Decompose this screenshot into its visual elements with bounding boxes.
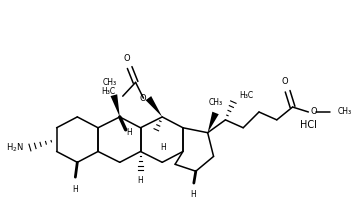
Text: O: O: [123, 54, 130, 63]
Text: H: H: [137, 176, 143, 185]
Text: H₃C: H₃C: [102, 87, 116, 96]
Text: H: H: [190, 190, 196, 199]
Polygon shape: [208, 112, 219, 133]
Text: CH₃: CH₃: [103, 78, 117, 87]
Text: H: H: [160, 143, 166, 152]
Text: CH₃: CH₃: [209, 98, 223, 107]
Text: O: O: [281, 77, 288, 86]
Text: H$_2$N: H$_2$N: [6, 141, 24, 154]
Polygon shape: [146, 96, 162, 117]
Text: O: O: [310, 108, 317, 116]
Text: H₃C: H₃C: [239, 91, 253, 100]
Text: H: H: [126, 128, 131, 137]
Text: HCl: HCl: [300, 120, 317, 130]
Text: O: O: [140, 94, 146, 103]
Text: H: H: [73, 185, 78, 194]
Polygon shape: [111, 94, 120, 117]
Text: CH₃: CH₃: [338, 108, 352, 116]
